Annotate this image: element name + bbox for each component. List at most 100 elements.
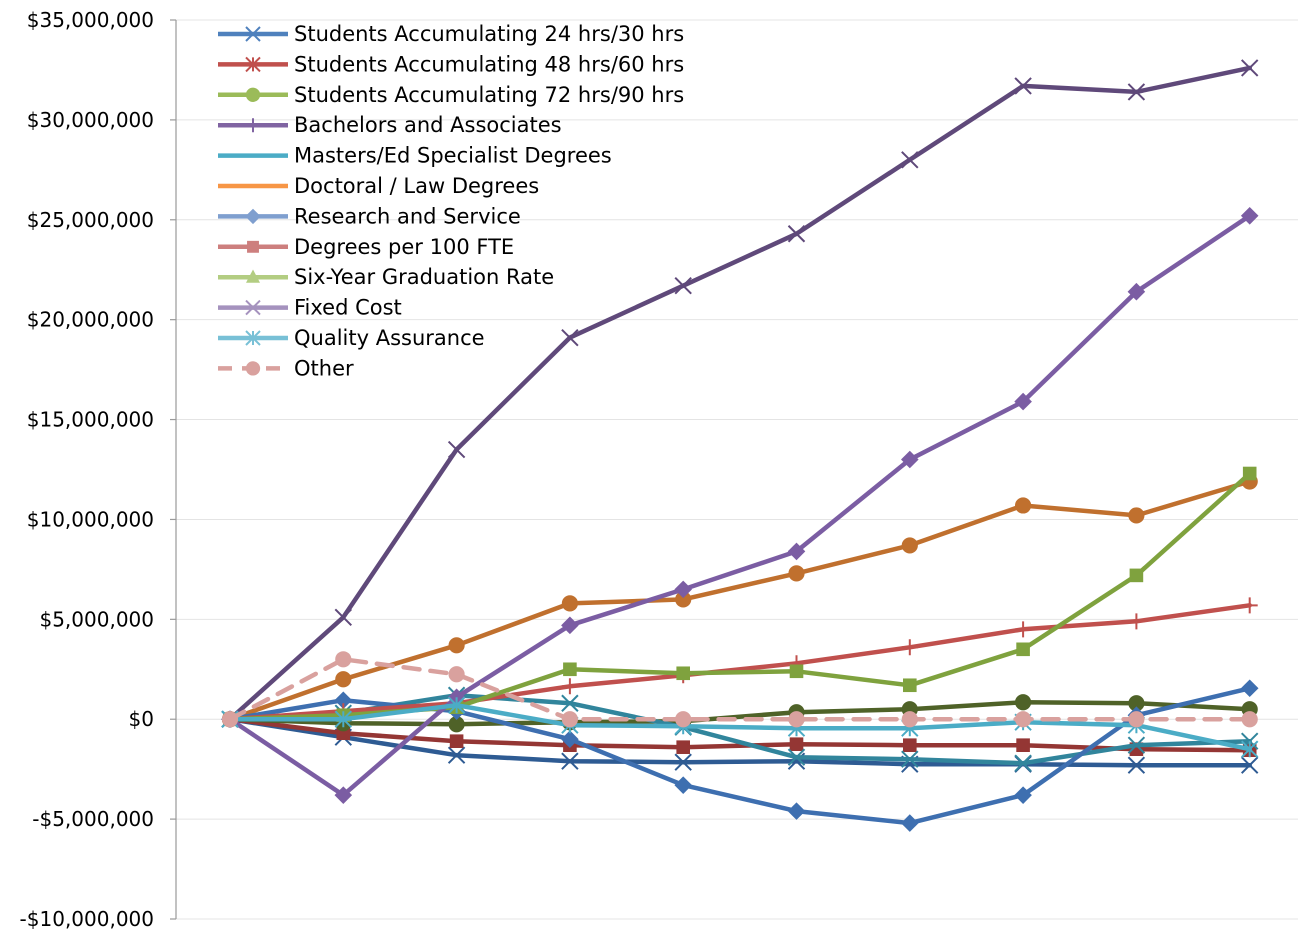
data-point-marker — [245, 330, 261, 346]
y-tick-label: $15,000,000 — [27, 408, 154, 432]
series-line — [227, 699, 1252, 727]
legend-label: Other — [294, 356, 354, 380]
data-point-marker — [447, 696, 466, 714]
legend-label: Six-Year Graduation Rate — [294, 265, 554, 289]
data-point-marker — [245, 56, 261, 73]
data-point-marker — [245, 26, 261, 42]
data-point-marker — [1014, 786, 1032, 804]
legend-item: Masters/Ed Specialist Degrees — [218, 144, 612, 168]
legend-label: Research and Service — [294, 204, 521, 228]
y-tick-label: $30,000,000 — [27, 108, 154, 132]
data-point-marker — [1015, 621, 1032, 638]
legend-item: Fixed Cost — [218, 296, 402, 320]
data-point-marker — [676, 666, 690, 681]
series-2 — [223, 712, 1257, 757]
legend-item: Quality Assurance — [218, 326, 485, 350]
data-point-marker — [1241, 597, 1258, 614]
data-point-marker — [1240, 740, 1259, 758]
legend-label: Degrees per 100 FTE — [294, 235, 514, 259]
legend-item: Bachelors and Associates — [218, 113, 562, 137]
series-layer — [221, 59, 1259, 832]
data-point-marker — [447, 440, 466, 459]
series-9 — [223, 466, 1257, 727]
legend-item: Students Accumulating 72 hrs/90 hrs — [218, 83, 684, 107]
data-point-marker — [788, 711, 805, 728]
data-point-marker — [1014, 77, 1032, 95]
data-point-marker — [787, 802, 806, 820]
data-point-marker — [787, 542, 806, 561]
data-point-marker — [901, 151, 919, 169]
legend-item: Students Accumulating 24 hrs/30 hrs — [218, 22, 684, 46]
data-point-marker — [561, 730, 579, 748]
data-point-marker — [676, 740, 690, 754]
y-tick-label: -$10,000,000 — [20, 907, 154, 931]
data-point-marker — [789, 737, 804, 751]
data-point-marker — [1016, 642, 1030, 657]
data-point-marker — [334, 691, 353, 710]
y-axis: -$10,000,000 -$5,000,000 $0 $5,000,000 $10,0… — [20, 8, 177, 931]
y-tick-label: $5,000,000 — [39, 607, 154, 631]
data-point-marker — [561, 711, 579, 728]
data-point-marker — [245, 208, 261, 225]
data-point-marker — [334, 710, 353, 728]
series-line — [227, 479, 1252, 722]
legend-item: Doctoral / Law Degrees — [218, 174, 539, 198]
data-point-marker — [448, 637, 465, 654]
data-point-marker — [1014, 754, 1032, 772]
data-point-marker — [1015, 694, 1032, 711]
data-point-marker — [675, 711, 692, 728]
legend-label: Doctoral / Law Degrees — [294, 174, 539, 198]
series-line — [227, 65, 1252, 722]
data-point-marker — [246, 269, 260, 283]
data-point-marker — [674, 753, 692, 771]
gridlines — [176, 19, 1298, 920]
data-point-marker — [1127, 736, 1146, 754]
data-point-marker — [1242, 466, 1257, 481]
data-point-marker — [247, 240, 259, 253]
data-point-marker — [245, 299, 261, 316]
data-point-marker — [1240, 679, 1259, 698]
y-tick-label: $10,000,000 — [27, 507, 154, 531]
data-point-marker — [246, 118, 260, 133]
data-point-marker — [561, 694, 579, 712]
data-point-marker — [334, 608, 353, 627]
series-10 — [221, 206, 1259, 804]
data-point-marker — [674, 776, 692, 794]
data-point-marker — [447, 746, 466, 764]
data-point-marker — [245, 87, 261, 102]
data-point-marker — [448, 666, 465, 683]
data-point-marker — [787, 225, 806, 243]
data-point-marker — [901, 711, 918, 728]
legend-label: Quality Assurance — [294, 326, 485, 350]
data-point-marker — [335, 651, 352, 668]
series-12 — [221, 651, 1258, 728]
legend-item: Students Accumulating 48 hrs/60 hrs — [218, 52, 684, 76]
data-point-marker — [1015, 711, 1032, 728]
legend-label: Students Accumulating 48 hrs/60 hrs — [294, 52, 684, 76]
data-point-marker — [901, 750, 919, 768]
data-point-marker — [674, 580, 692, 599]
y-tick-label: $25,000,000 — [27, 208, 154, 232]
data-point-marker — [1240, 756, 1259, 774]
series-line — [227, 213, 1252, 798]
data-point-marker — [788, 565, 805, 582]
data-point-marker — [563, 662, 577, 677]
data-point-marker — [449, 734, 464, 748]
legend-label: Students Accumulating 24 hrs/30 hrs — [294, 22, 684, 46]
legend-label: Masters/Ed Specialist Degrees — [294, 144, 612, 168]
data-point-marker — [1014, 392, 1032, 411]
data-point-marker — [561, 616, 579, 635]
data-point-marker — [561, 328, 579, 347]
data-point-marker — [1240, 206, 1259, 225]
legend-label: Bachelors and Associates — [294, 113, 562, 137]
data-point-marker — [1016, 738, 1030, 752]
data-point-marker — [561, 752, 579, 770]
y-tick-label: $0 — [129, 707, 154, 731]
data-point-marker — [1129, 568, 1144, 583]
data-point-marker — [1128, 613, 1145, 630]
y-tick-label: $35,000,000 — [27, 8, 154, 32]
legend-item: Degrees per 100 FTE — [218, 235, 514, 259]
legend-item: Research and Service — [218, 204, 521, 228]
legend: Students Accumulating 24 hrs/30 hrs Stude… — [218, 22, 684, 380]
